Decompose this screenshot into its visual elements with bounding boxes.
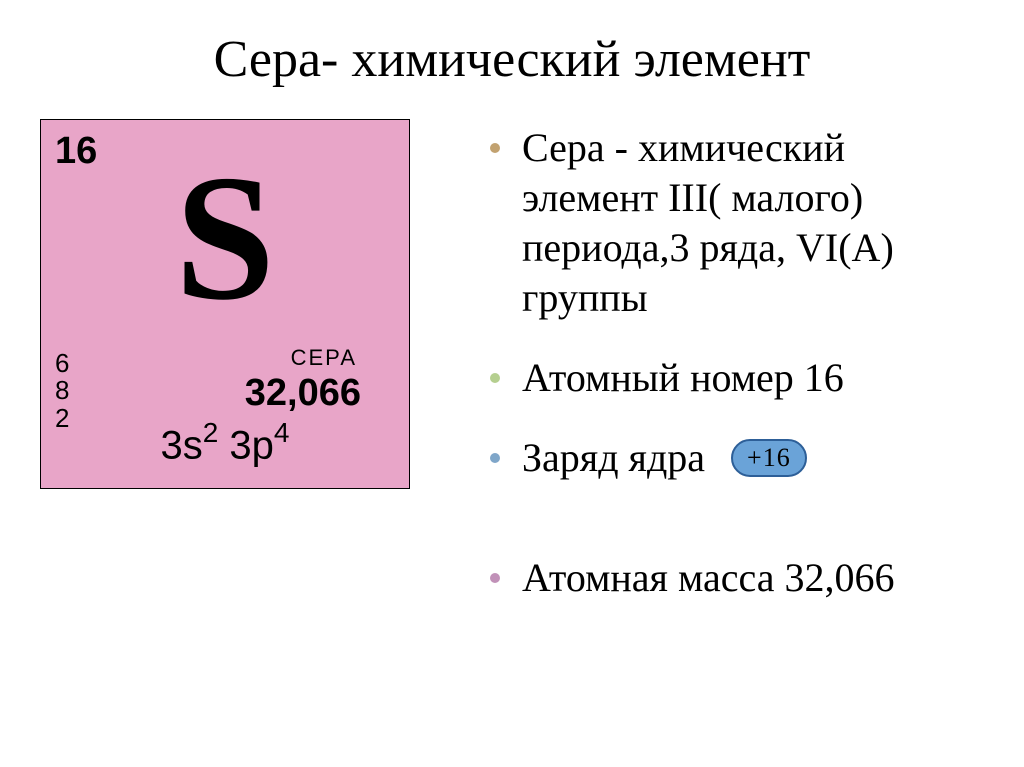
- bullet-dot-icon: [490, 453, 500, 463]
- page-title: Сера- химический элемент: [0, 0, 1024, 99]
- shell-value: 8: [55, 377, 69, 404]
- bullet-item: Атомная масса 32,066: [490, 553, 984, 603]
- charge-badge: +16: [731, 439, 807, 477]
- electron-config: 3s2 3p4: [41, 419, 409, 468]
- econf-sup: 2: [203, 417, 219, 448]
- econf-part: 3s: [160, 423, 202, 467]
- bullet-text: Атомный номер 16: [522, 353, 984, 403]
- bullet-item: Заряд ядра +16: [490, 433, 984, 483]
- charge-label: Заряд ядра: [522, 433, 705, 483]
- element-tile: 16 S 6 8 2 СЕРА 32,066 3s2 3p4: [40, 119, 410, 489]
- bullet-dot-icon: [490, 573, 500, 583]
- atomic-mass: 32,066: [245, 372, 361, 415]
- bullet-item: Сера - химический элемент III( малого) п…: [490, 123, 984, 323]
- bullet-text: Атомная масса 32,066: [522, 553, 984, 603]
- bullet-text: Заряд ядра +16: [522, 433, 984, 483]
- econf-sup: 4: [274, 417, 290, 448]
- bullet-dot-icon: [490, 373, 500, 383]
- bullet-item: Атомный номер 16: [490, 353, 984, 403]
- element-name: СЕРА: [291, 345, 357, 371]
- bullet-dot-icon: [490, 143, 500, 153]
- left-column: 16 S 6 8 2 СЕРА 32,066 3s2 3p4: [40, 119, 450, 633]
- econf-part: 3p: [218, 423, 274, 467]
- content-area: 16 S 6 8 2 СЕРА 32,066 3s2 3p4 Сера - хи…: [0, 99, 1024, 633]
- bullet-text: Сера - химический элемент III( малого) п…: [522, 123, 984, 323]
- element-symbol: S: [41, 148, 409, 328]
- right-column: Сера - химический элемент III( малого) п…: [450, 119, 984, 633]
- shell-value: 6: [55, 350, 69, 377]
